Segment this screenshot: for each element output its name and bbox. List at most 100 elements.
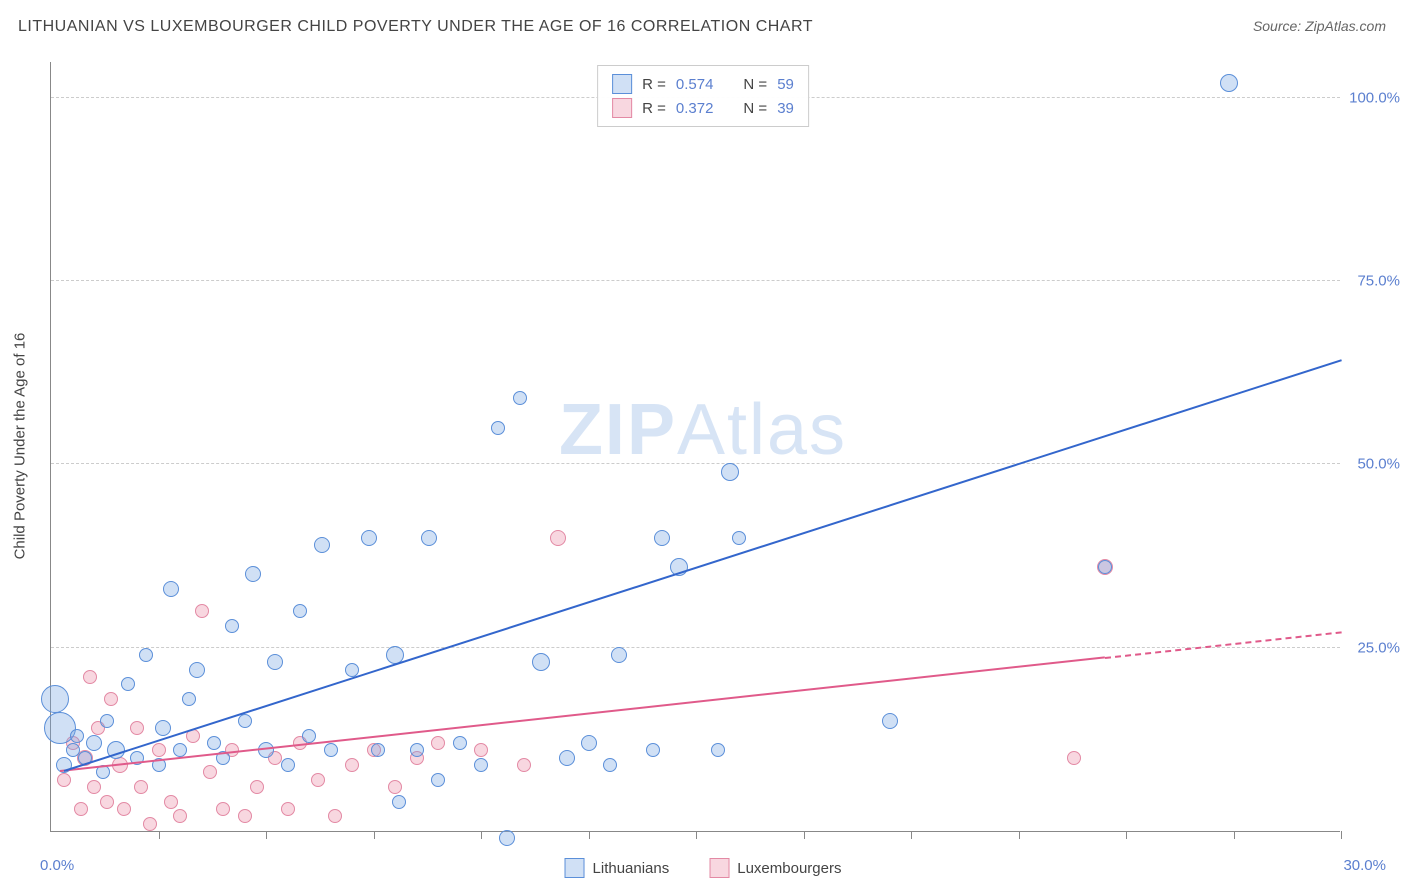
data-point-luxembourgers bbox=[143, 817, 157, 831]
data-point-luxembourgers bbox=[87, 780, 101, 794]
r-label: R = bbox=[642, 100, 666, 117]
x-tick bbox=[911, 831, 912, 839]
data-point-lithuanians bbox=[654, 530, 670, 546]
data-point-lithuanians bbox=[474, 758, 488, 772]
n-label: N = bbox=[743, 76, 767, 93]
data-point-lithuanians bbox=[267, 654, 283, 670]
data-point-luxembourgers bbox=[250, 780, 264, 794]
data-point-luxembourgers bbox=[1067, 751, 1081, 765]
data-point-lithuanians bbox=[66, 743, 80, 757]
data-point-lithuanians bbox=[732, 531, 746, 545]
data-point-lithuanians bbox=[611, 647, 627, 663]
data-point-lithuanians bbox=[100, 714, 114, 728]
data-point-luxembourgers bbox=[134, 780, 148, 794]
data-point-lithuanians bbox=[86, 735, 102, 751]
x-tick bbox=[374, 831, 375, 839]
x-tick bbox=[1019, 831, 1020, 839]
data-point-luxembourgers bbox=[328, 809, 342, 823]
data-point-lithuanians bbox=[189, 662, 205, 678]
data-point-lithuanians bbox=[392, 795, 406, 809]
data-point-lithuanians bbox=[70, 729, 84, 743]
data-point-lithuanians bbox=[711, 743, 725, 757]
data-point-luxembourgers bbox=[517, 758, 531, 772]
x-tick bbox=[804, 831, 805, 839]
swatch-lithuanians-icon bbox=[612, 74, 632, 94]
data-point-luxembourgers bbox=[104, 692, 118, 706]
data-point-luxembourgers bbox=[83, 670, 97, 684]
data-point-lithuanians bbox=[421, 530, 437, 546]
data-point-luxembourgers bbox=[164, 795, 178, 809]
data-point-lithuanians bbox=[238, 714, 252, 728]
x-tick bbox=[1126, 831, 1127, 839]
legend-item-lithuanians: Lithuanians bbox=[565, 858, 670, 878]
regression-line-luxembourgers bbox=[59, 657, 1104, 773]
x-axis-origin-label: 0.0% bbox=[40, 857, 74, 874]
data-point-lithuanians bbox=[225, 619, 239, 633]
y-tick-label: 75.0% bbox=[1357, 273, 1400, 290]
data-point-lithuanians bbox=[721, 463, 739, 481]
data-point-lithuanians bbox=[155, 720, 171, 736]
data-point-luxembourgers bbox=[100, 795, 114, 809]
y-axis-title: Child Poverty Under the Age of 16 bbox=[12, 333, 29, 560]
data-point-lithuanians bbox=[281, 758, 295, 772]
stats-legend-box: R = 0.574 N = 59 R = 0.372 N = 39 bbox=[597, 65, 809, 127]
data-point-lithuanians bbox=[499, 830, 515, 846]
data-point-lithuanians bbox=[245, 566, 261, 582]
y-tick-label: 50.0% bbox=[1357, 456, 1400, 473]
data-point-luxembourgers bbox=[345, 758, 359, 772]
swatch-luxembourgers-icon bbox=[612, 98, 632, 118]
legend-item-luxembourgers: Luxembourgers bbox=[709, 858, 841, 878]
stats-row-luxembourgers: R = 0.372 N = 39 bbox=[612, 96, 794, 120]
data-point-lithuanians bbox=[302, 729, 316, 743]
data-point-lithuanians bbox=[163, 581, 179, 597]
data-point-luxembourgers bbox=[311, 773, 325, 787]
luxembourgers-label: Luxembourgers bbox=[737, 860, 841, 877]
data-point-lithuanians bbox=[581, 735, 597, 751]
data-point-luxembourgers bbox=[203, 765, 217, 779]
gridline bbox=[51, 647, 1340, 648]
data-point-luxembourgers bbox=[152, 743, 166, 757]
data-point-lithuanians bbox=[882, 713, 898, 729]
data-point-lithuanians bbox=[646, 743, 660, 757]
data-point-luxembourgers bbox=[474, 743, 488, 757]
swatch-lithuanians-icon bbox=[565, 858, 585, 878]
data-point-lithuanians bbox=[258, 742, 274, 758]
gridline bbox=[51, 280, 1340, 281]
data-point-lithuanians bbox=[453, 736, 467, 750]
plot-area: 25.0%50.0%75.0%100.0% bbox=[50, 62, 1340, 832]
source-label: Source: bbox=[1253, 18, 1301, 34]
data-point-luxembourgers bbox=[130, 721, 144, 735]
data-point-luxembourgers bbox=[195, 604, 209, 618]
data-point-lithuanians bbox=[182, 692, 196, 706]
data-point-lithuanians bbox=[603, 758, 617, 772]
y-tick-label: 25.0% bbox=[1357, 639, 1400, 656]
x-tick bbox=[266, 831, 267, 839]
data-point-lithuanians bbox=[513, 391, 527, 405]
r-label: R = bbox=[642, 76, 666, 93]
luxembourgers-n-value: 39 bbox=[777, 100, 794, 117]
data-point-luxembourgers bbox=[281, 802, 295, 816]
data-point-lithuanians bbox=[41, 685, 69, 713]
gridline bbox=[51, 463, 1340, 464]
data-point-lithuanians bbox=[431, 773, 445, 787]
data-point-lithuanians bbox=[293, 604, 307, 618]
data-point-luxembourgers bbox=[216, 802, 230, 816]
data-point-luxembourgers bbox=[57, 773, 71, 787]
data-point-lithuanians bbox=[532, 653, 550, 671]
luxembourgers-r-value: 0.372 bbox=[676, 100, 714, 117]
data-point-lithuanians bbox=[207, 736, 221, 750]
x-tick bbox=[481, 831, 482, 839]
source-attribution: Source: ZipAtlas.com bbox=[1253, 18, 1386, 34]
data-point-lithuanians bbox=[371, 743, 385, 757]
data-point-lithuanians bbox=[410, 743, 424, 757]
data-point-lithuanians bbox=[491, 421, 505, 435]
x-tick bbox=[696, 831, 697, 839]
chart-title: LITHUANIAN VS LUXEMBOURGER CHILD POVERTY… bbox=[18, 18, 813, 36]
series-legend: Lithuanians Luxembourgers bbox=[565, 858, 842, 878]
stats-row-lithuanians: R = 0.574 N = 59 bbox=[612, 72, 794, 96]
data-point-lithuanians bbox=[139, 648, 153, 662]
data-point-lithuanians bbox=[559, 750, 575, 766]
data-point-luxembourgers bbox=[173, 809, 187, 823]
data-point-lithuanians bbox=[1098, 560, 1112, 574]
data-point-luxembourgers bbox=[388, 780, 402, 794]
